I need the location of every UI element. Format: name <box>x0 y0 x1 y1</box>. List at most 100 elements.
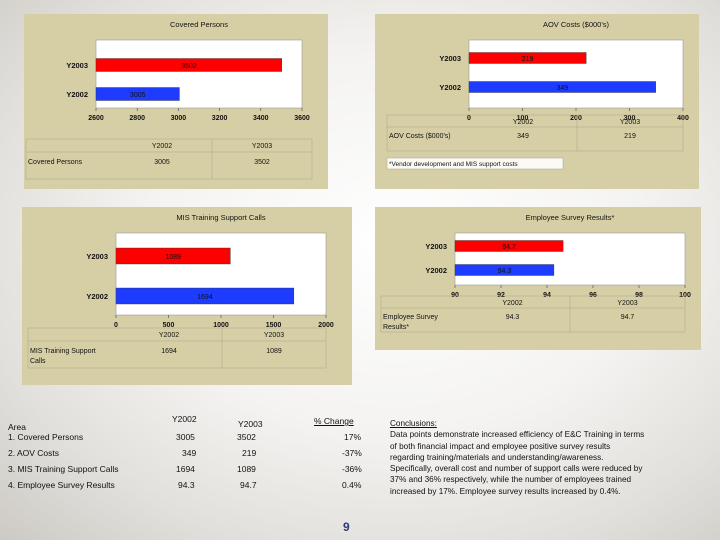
survey-value-label: 94.7 <box>502 244 516 251</box>
summary-row-change: 0.4% <box>342 480 362 490</box>
summary-row-y2003: 219 <box>242 448 257 458</box>
aov-chart-title: AOV Costs ($000's) <box>543 20 610 29</box>
covered-table-value: 3502 <box>254 159 270 166</box>
mis-bar <box>115 247 231 265</box>
summary-row-area: 1. Covered Persons <box>8 432 84 442</box>
aov-note-box <box>386 157 564 170</box>
aov-table-value: 219 <box>624 133 636 140</box>
summary-row-y2002: 94.3 <box>178 480 195 490</box>
survey-x-tick-label: 94 <box>543 292 551 299</box>
aov-x-tick-label: 0 <box>467 115 471 122</box>
conclusions-line: Specifically, overall cost and number of… <box>390 464 643 474</box>
survey-category-label: Y2002 <box>425 266 447 275</box>
conclusions-line: regarding training/materials and underst… <box>390 452 604 462</box>
aov-category-label: Y2003 <box>439 54 461 63</box>
survey-table-header: Y2003 <box>617 300 637 307</box>
employee-survey-chart-svg: Employee Survey Results* 90 92 94 96 98 100 Y20… <box>375 207 701 350</box>
mis-x-tick-label: 500 <box>163 322 175 329</box>
covered-bar <box>95 58 283 72</box>
conclusions-line: 37% and 36% respectively, while the numb… <box>390 475 632 485</box>
summary-header-y2003: Y2003 <box>238 419 263 429</box>
aov-note: *Vendor development and MIS support cost… <box>389 161 518 168</box>
survey-table-value: 94.7 <box>621 314 635 321</box>
covered-x-tick-label: 2800 <box>129 115 145 122</box>
covered-value-label: 3502 <box>181 63 197 70</box>
summary-row-y2003: 94.7 <box>240 480 257 490</box>
survey-value-label: 94.3 <box>498 268 512 275</box>
summary-header-change: % Change <box>314 416 354 426</box>
conclusions-line: Data points demonstrate increased effici… <box>390 430 645 440</box>
page-number: 9 <box>343 520 350 534</box>
covered-table-value: 3005 <box>154 159 170 166</box>
mis-table-row-label-line: Calls <box>30 358 46 365</box>
survey-x-tick-label: 100 <box>679 292 691 299</box>
mis-table-row-label: MIS Training Support Calls <box>30 348 96 365</box>
aov-table-header: Y2002 <box>513 119 533 126</box>
survey-table-row-label-line: Results* <box>383 324 409 331</box>
survey-x-tick-label: 98 <box>635 292 643 299</box>
summary-row-y2003: 3502 <box>237 432 256 442</box>
summary-header-y2002: Y2002 <box>172 414 197 424</box>
mis-table-row-label-line: MIS Training Support <box>30 348 96 355</box>
aov-table-header: Y2003 <box>620 119 640 126</box>
summary-row-y2002: 3005 <box>176 432 195 442</box>
covered-category-label: Y2002 <box>66 90 88 99</box>
summary-header-area: Area <box>8 422 26 432</box>
mis-chart-title: MIS Training Support Calls <box>176 213 265 222</box>
mis-x-tick-label: 2000 <box>318 322 334 329</box>
covered-table-header: Y2002 <box>152 143 172 150</box>
mis-bar <box>115 287 295 305</box>
covered-value-label: 3005 <box>130 92 146 99</box>
aov-value-label: 219 <box>522 56 534 63</box>
conclusions-line: increased by 17%. Employee survey result… <box>390 486 621 496</box>
survey-table-value: 94.3 <box>506 314 520 321</box>
covered-bar <box>95 87 180 101</box>
survey-chart-title: Employee Survey Results* <box>526 213 615 222</box>
mis-x-tick-label: 1000 <box>213 322 229 329</box>
survey-x-tick-label: 96 <box>589 292 597 299</box>
summary-row-y2002: 1694 <box>176 464 195 474</box>
mis-table-header: Y2003 <box>264 332 284 339</box>
mis-category-label: Y2002 <box>86 292 108 301</box>
summary-row-change: 17% <box>344 432 362 442</box>
mis-table-header: Y2002 <box>159 332 179 339</box>
covered-table-border <box>25 138 313 180</box>
mis-table-value: 1694 <box>161 348 177 355</box>
aov-x-tick-label: 300 <box>624 115 636 122</box>
covered-table-row-label: Covered Persons <box>28 159 83 166</box>
aov-table-row-label: AOV Costs ($000's) <box>389 133 451 140</box>
mis-x-tick-label: 1500 <box>266 322 282 329</box>
covered-table-header: Y2003 <box>252 143 272 150</box>
covered-x-tick-label: 3200 <box>212 115 228 122</box>
aov-bar <box>468 81 656 93</box>
employee-survey-chart: Employee Survey Results* 90 92 94 96 98 100 Y20… <box>375 207 701 350</box>
aov-table-value: 349 <box>517 133 529 140</box>
survey-bar <box>454 264 555 276</box>
survey-table-header: Y2002 <box>502 300 522 307</box>
aov-category-label: Y2002 <box>439 83 461 92</box>
survey-table-row-label: Employee Survey Results* <box>383 314 438 331</box>
mis-support-calls-chart-svg: MIS Training Support Calls 0 500 1000 1500 20… <box>22 207 352 385</box>
covered-persons-chart: Covered Persons 2600 2800 3000 3200 3400 3600 Y… <box>24 14 328 189</box>
covered-chart-title: Covered Persons <box>170 20 228 29</box>
summary-row-area: 2. AOV Costs <box>8 448 60 458</box>
survey-table-border <box>380 295 686 333</box>
mis-x-tick-label: 0 <box>114 322 118 329</box>
conclusions-text: Conclusions: Data points demonstrate inc… <box>390 418 715 497</box>
aov-costs-chart: AOV Costs ($000's) 0 100 200 300 400 Y2003 219 Y… <box>375 14 699 189</box>
mis-table-value: 1089 <box>266 348 282 355</box>
conclusions-heading: Conclusions: <box>390 419 437 428</box>
aov-bar <box>468 52 587 64</box>
conclusions-line: of both financial impact and employee po… <box>390 441 611 451</box>
covered-category-label: Y2003 <box>66 61 88 70</box>
summary-row-change: -36% <box>342 464 362 474</box>
survey-table-row-label-line: Employee Survey <box>383 314 438 321</box>
covered-x-tick-label: 3400 <box>253 115 269 122</box>
summary-table: Area Y2002 Y2003 % Change 1. Covered Per… <box>6 412 381 508</box>
summary-row-change: -37% <box>342 448 362 458</box>
summary-row-y2003: 1089 <box>237 464 256 474</box>
covered-x-tick-label: 2600 <box>88 115 104 122</box>
summary-row-area: 4. Employee Survey Results <box>8 480 115 490</box>
aov-value-label: 349 <box>557 85 569 92</box>
